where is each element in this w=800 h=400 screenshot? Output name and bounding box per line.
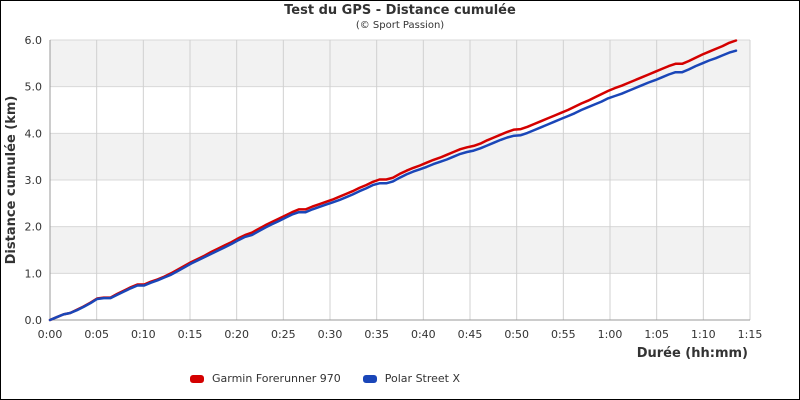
x-tick-label: 1:05: [644, 328, 669, 341]
chart-title: Test du GPS - Distance cumulée: [284, 3, 516, 18]
x-tick-label: 0:50: [504, 328, 529, 341]
x-tick-label: 0:35: [364, 328, 389, 341]
y-tick-label: 6.0: [25, 34, 43, 47]
series-line-polar: [48, 49, 738, 322]
legend-label-garmin: Garmin Forerunner 970: [212, 372, 341, 385]
x-tick-label: 0:45: [458, 328, 483, 341]
legend-item-polar[interactable]: Polar Street X: [362, 372, 461, 385]
plot-band: [50, 133, 750, 180]
plot-bands: [50, 40, 750, 320]
x-tick-label: 0:10: [131, 328, 156, 341]
x-tick-label: 1:10: [691, 328, 716, 341]
x-tick-label: 0:25: [271, 328, 296, 341]
x-tick-labels: 0:00 0:05 0:10 0:15 0:20 0:25 0:30 0:35 0:40 0:45…: [38, 328, 763, 341]
chart-subtitle: (© Sport Passion): [355, 20, 445, 31]
y-tick-label: 3.0: [25, 174, 43, 187]
x-axis-title: Durée (hh:mm): [637, 346, 748, 361]
plot-band: [50, 40, 750, 87]
plot-band: [50, 180, 750, 227]
legend-swatch-garmin: [190, 374, 204, 383]
x-tick-label: 1:15: [738, 328, 763, 341]
x-tick-label: 0:30: [318, 328, 343, 341]
x-tick-label: 0:55: [551, 328, 576, 341]
y-tick-label: 2.0: [25, 221, 43, 234]
series-lines: [48, 39, 738, 322]
axes: [49, 40, 750, 321]
y-axis-title: Distance cumulée (km): [4, 96, 19, 265]
y-tick-labels: 0.0 1.0 2.0 3.0 4.0 5.0 6.0: [25, 34, 43, 327]
x-tick-label: 0:15: [178, 328, 203, 341]
x-tick-label: 0:20: [224, 328, 249, 341]
x-tick-label: 0:00: [38, 328, 63, 341]
plot-band: [50, 86, 750, 134]
plot-band: [50, 273, 750, 320]
x-tick-label: 0:40: [411, 328, 436, 341]
legend-item-garmin[interactable]: Garmin Forerunner 970: [190, 372, 341, 385]
y-tick-label: 5.0: [25, 81, 43, 94]
plot-band: [50, 226, 750, 274]
x-tick-label: 1:00: [598, 328, 623, 341]
y-tick-label: 0.0: [25, 314, 43, 327]
legend-label-polar: Polar Street X: [384, 372, 461, 385]
y-tick-label: 4.0: [25, 127, 43, 140]
legend: Garmin Forerunner 970 Polar Street X: [190, 372, 482, 385]
legend-swatch-polar: [362, 374, 377, 383]
y-tick-label: 1.0: [25, 267, 43, 280]
x-tick-label: 0:05: [84, 328, 109, 341]
